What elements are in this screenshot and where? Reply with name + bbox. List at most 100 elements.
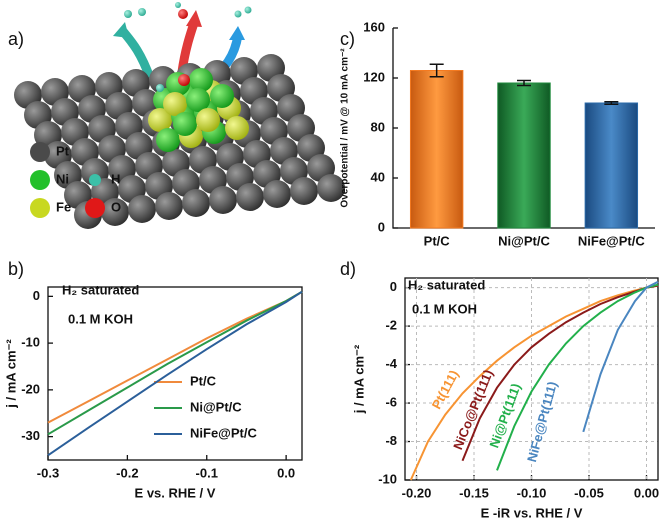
y-tick-label: -10 — [21, 335, 40, 350]
atom — [138, 8, 146, 16]
illustration: a) Pt Ni H Fe O — [8, 2, 345, 229]
y-tick-label: 160 — [363, 19, 385, 34]
atom — [175, 2, 181, 8]
arrow — [113, 22, 129, 38]
legend-label: Ni — [56, 171, 69, 186]
cluster-atom — [148, 108, 172, 132]
x-tick-label: NiFe@Pt/C — [578, 233, 645, 248]
x-tick-label: 0.0 — [277, 465, 295, 480]
y-tick-label: 0 — [390, 279, 397, 294]
arrow — [229, 26, 245, 40]
legend-swatch — [30, 170, 50, 190]
pt-atom — [263, 180, 291, 208]
atom — [156, 84, 164, 92]
y-tick-label: -2 — [385, 318, 397, 333]
axis — [392, 28, 655, 229]
y-tick-label: 0 — [33, 288, 40, 303]
pt-atom — [290, 177, 318, 205]
cluster-atom — [173, 112, 197, 136]
x-tick-label: -0.05 — [574, 485, 604, 500]
series-label: NiFe@Pt(111) — [524, 380, 560, 464]
legend-swatch — [89, 174, 101, 186]
y-axis-label: j / mA cm⁻² — [351, 344, 366, 414]
x-tick-label: 0.00 — [634, 485, 659, 500]
legend-label: Fe — [56, 199, 71, 214]
pt-atom — [236, 183, 264, 211]
x-tick-label: -0.20 — [402, 485, 432, 500]
x-tick-label: -0.2 — [116, 465, 138, 480]
y-tick-label: -8 — [385, 433, 397, 448]
error-bar — [604, 101, 619, 105]
pt-atom — [155, 192, 183, 220]
line — [409, 284, 659, 481]
pt-atom — [128, 195, 156, 223]
legend-label: Ni@Pt/C — [190, 399, 242, 414]
slab — [14, 54, 345, 229]
pt-atom — [317, 174, 345, 202]
annotation: H₂ saturated — [62, 282, 139, 297]
legend-label: H — [111, 171, 120, 186]
panel-label: b) — [8, 259, 24, 279]
x-tick-label: -0.1 — [196, 465, 218, 480]
pt-atom — [101, 198, 129, 226]
error-bar — [429, 63, 444, 78]
bar — [409, 70, 464, 229]
legend-label: Pt/C — [190, 373, 217, 388]
cluster-atom — [163, 92, 187, 116]
cluster-atom — [225, 116, 249, 140]
cluster-atom — [210, 84, 234, 108]
cluster-atom — [196, 108, 220, 132]
atom — [234, 10, 242, 18]
series-label: Pt(111) — [429, 367, 462, 411]
x-tick-label: -0.10 — [517, 485, 547, 500]
y-tick-label: -10 — [378, 471, 397, 486]
atom — [244, 6, 252, 14]
pt-atom — [209, 186, 237, 214]
atom — [178, 74, 190, 86]
x-tick-label: -0.15 — [459, 485, 489, 500]
bar — [584, 102, 639, 229]
line — [496, 283, 659, 471]
plot-frame — [47, 286, 303, 461]
annotation: H₂ saturated — [408, 277, 485, 292]
y-tick-label: 40 — [371, 169, 385, 184]
series-label: Ni@Pt(111) — [486, 381, 523, 450]
y-tick-label: 0 — [378, 219, 385, 234]
annotation: 0.1 M KOH — [412, 301, 477, 316]
x-tick-label: Pt/C — [424, 233, 451, 248]
error-bar — [517, 79, 531, 87]
y-tick-label: 120 — [363, 69, 385, 84]
panel-label: a) — [8, 29, 24, 49]
pt-atom — [182, 189, 210, 217]
legend-swatch — [30, 142, 50, 162]
legend-label: O — [111, 199, 121, 214]
y-tick-label: 80 — [371, 119, 385, 134]
y-tick-label: -20 — [21, 381, 40, 396]
panel-label: d) — [340, 259, 356, 279]
y-axis-label: Overpotential / mV @ 10 mA cm⁻² — [340, 48, 351, 208]
legend-swatch — [30, 198, 50, 218]
legend: Pt Ni H Fe O — [30, 142, 121, 218]
atom — [124, 10, 132, 18]
y-tick-label: -6 — [385, 394, 397, 409]
panel-label: c) — [340, 29, 355, 49]
line — [582, 280, 659, 433]
line — [47, 290, 303, 436]
cluster-atom — [189, 68, 213, 92]
annotation: 0.1 M KOH — [68, 311, 133, 326]
y-tick-label: -30 — [21, 428, 40, 443]
x-axis-label: E vs. RHE / V — [135, 485, 216, 500]
line — [47, 290, 303, 457]
cluster-atom — [156, 128, 180, 152]
legend-label: Pt — [56, 143, 70, 158]
legend-label: NiFe@Pt/C — [190, 425, 257, 440]
x-tick-label: Ni@Pt/C — [498, 233, 550, 248]
x-axis-label: E -iR vs. RHE / V — [481, 505, 583, 520]
cluster-atom — [186, 88, 210, 112]
y-tick-label: -4 — [385, 356, 397, 371]
x-tick-label: -0.3 — [37, 465, 59, 480]
atom — [178, 9, 188, 19]
y-axis-label: j / mA cm⁻² — [3, 339, 18, 409]
legend-swatch — [85, 198, 105, 218]
